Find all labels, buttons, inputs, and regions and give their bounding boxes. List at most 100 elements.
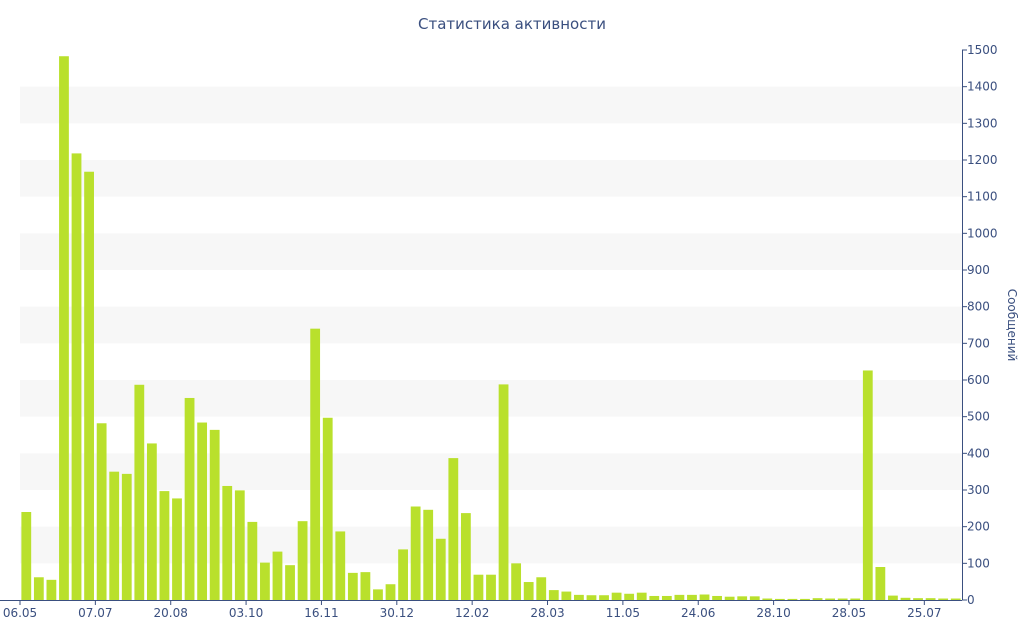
y-tick-label: 1400 (967, 80, 998, 94)
y-tick-label: 700 (967, 336, 990, 350)
y-tick-label: 400 (967, 446, 990, 460)
y-tick-label: 900 (967, 263, 990, 277)
y-tick-label: 300 (967, 483, 990, 497)
bar (184, 397, 195, 600)
bar (285, 565, 295, 600)
bar (774, 598, 785, 600)
bar (96, 423, 107, 600)
bar (109, 471, 120, 600)
bar (260, 562, 270, 600)
bar (498, 384, 509, 600)
y-tick-label: 1500 (967, 43, 998, 57)
bar (71, 153, 82, 600)
x-tick-label: 16.11 (304, 606, 338, 620)
x-tick-label: 28.10 (756, 606, 790, 620)
bar (172, 498, 182, 600)
bar (385, 584, 396, 600)
bar (548, 590, 559, 600)
y-tick-label: 1300 (967, 116, 998, 130)
bar (134, 384, 145, 600)
bar (360, 572, 371, 600)
bar (737, 596, 748, 600)
x-tick-label: 06.05 (3, 606, 37, 620)
bar (247, 521, 258, 600)
chart-title: Статистика активности (418, 15, 606, 33)
grid-band (20, 233, 962, 270)
bar (197, 422, 208, 600)
bar (913, 598, 923, 600)
bar (310, 328, 321, 600)
bar (46, 579, 57, 600)
bar (511, 563, 522, 600)
bar (33, 577, 44, 600)
grid-band (20, 86, 962, 124)
y-axis-title: Сообщений (1005, 289, 1019, 362)
y-tick-label: 0 (967, 593, 975, 607)
bar (21, 512, 32, 600)
bar (661, 595, 672, 600)
bar (435, 538, 446, 600)
bar (146, 443, 157, 600)
x-tick-label: 28.05 (832, 606, 866, 620)
bar (787, 598, 798, 600)
bar (410, 506, 421, 600)
bar (850, 598, 861, 600)
bar (561, 591, 572, 600)
bar (875, 567, 886, 600)
x-tick-label: 24.06 (681, 606, 715, 620)
grid-band (20, 453, 962, 490)
grid-bands (20, 86, 962, 564)
bar (825, 598, 836, 600)
bar (925, 598, 936, 600)
bar (762, 598, 773, 600)
y-tick-label: 500 (967, 410, 990, 424)
x-tick-label: 11.05 (606, 606, 640, 620)
bar (335, 531, 346, 600)
x-tick-label: 30.12 (380, 606, 414, 620)
bar (159, 491, 170, 600)
bar (586, 595, 597, 600)
grid-band (20, 306, 962, 344)
y-tick-label: 600 (967, 373, 990, 387)
bar (84, 171, 94, 601)
bar (950, 598, 961, 600)
bar (234, 490, 245, 600)
bar (486, 574, 496, 600)
axes: 0 100 200 300 400 500 600 700 800 900 1000 1100 1200… (0, 43, 998, 620)
bar (674, 594, 685, 600)
bar (347, 572, 358, 600)
bar (888, 595, 898, 600)
y-tick-label: 1100 (967, 190, 998, 204)
bar (749, 596, 760, 600)
grid-band (20, 380, 962, 417)
bar (423, 509, 434, 600)
bar (938, 598, 949, 600)
bar (523, 582, 534, 600)
bars (21, 56, 961, 601)
bar (800, 598, 810, 600)
y-tick-label: 1200 (967, 153, 998, 167)
bar (222, 485, 233, 600)
bar (473, 574, 484, 600)
bar (209, 429, 220, 600)
bar (712, 595, 722, 600)
grid-band (20, 160, 962, 197)
bar (611, 592, 622, 600)
bar (699, 594, 710, 600)
bar (649, 595, 660, 600)
bar (687, 594, 697, 600)
bar (448, 458, 459, 600)
y-tick-label: 1000 (967, 226, 998, 240)
bar (536, 577, 547, 600)
bar (862, 370, 873, 600)
y-tick-label: 200 (967, 520, 990, 534)
y-tick-label: 100 (967, 556, 990, 570)
bar (297, 521, 308, 600)
bar (59, 56, 69, 601)
bar (373, 589, 383, 600)
bar (624, 593, 635, 600)
bar (398, 549, 408, 600)
bar (812, 598, 823, 600)
